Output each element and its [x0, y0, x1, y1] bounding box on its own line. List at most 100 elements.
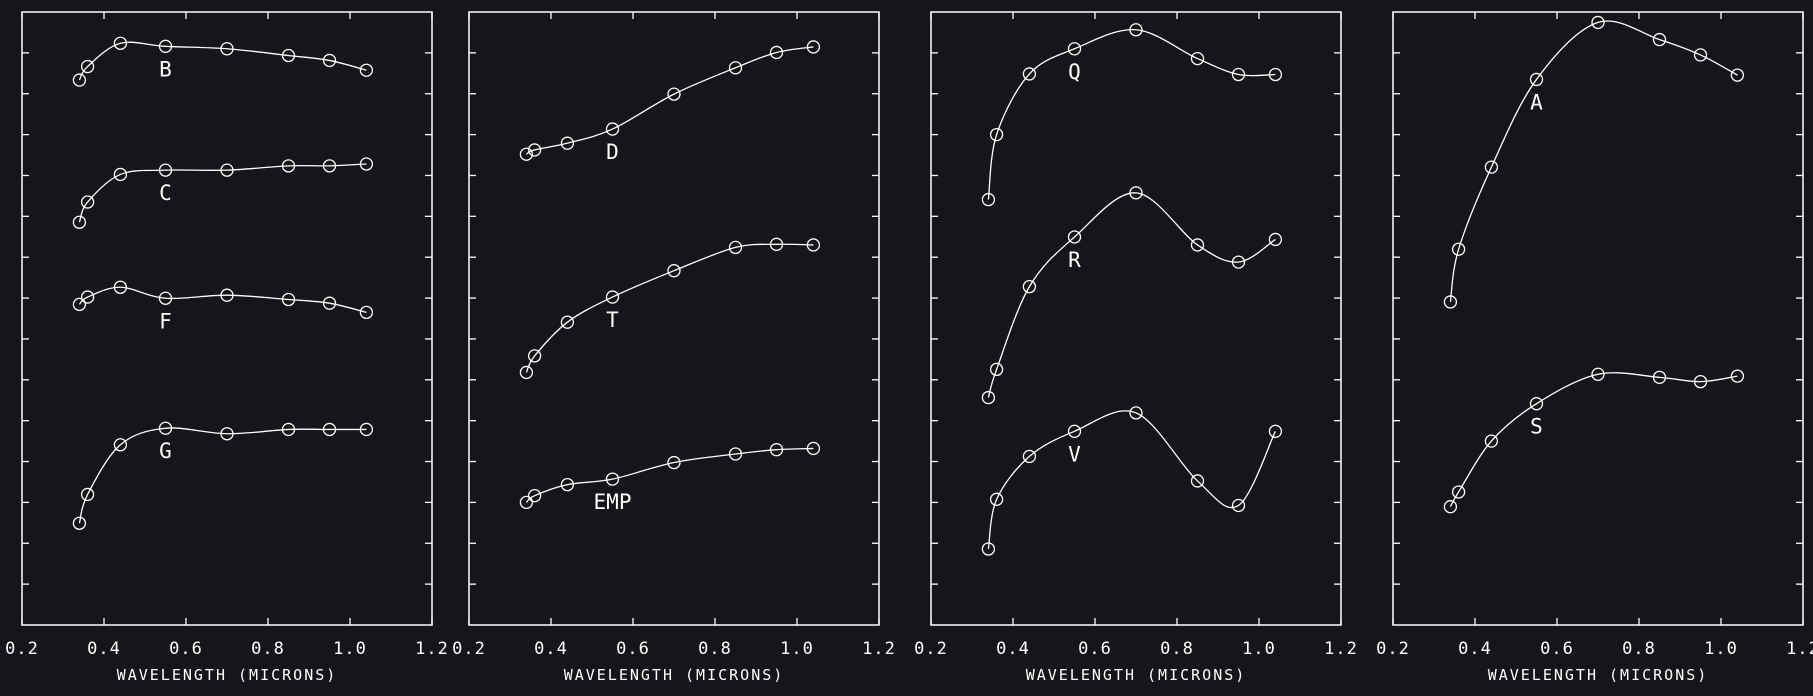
series-b-label: B: [159, 57, 172, 81]
panel-1: 0.2 0.4 0.6 0.8 1.0 1.2 B C F G WAVELENGTH (MICRO…: [5, 11, 448, 684]
series-t-point: [769, 237, 784, 251]
series-r-point: [1067, 230, 1082, 244]
series-a-point: [1443, 295, 1458, 309]
series-emp-point: [806, 441, 821, 456]
series-emp-label: EMP: [594, 490, 632, 514]
series-d-point: [769, 45, 784, 60]
series-a-point: [1652, 32, 1667, 47]
series-s-line: [1449, 372, 1738, 508]
series-c-point: [322, 159, 337, 173]
series-b-point: [281, 48, 296, 63]
series-s-point: [1484, 434, 1499, 448]
series-emp-point: [519, 495, 534, 510]
series-q-point: [1129, 23, 1143, 37]
panel-3: 0.2 0.4 0.6 0.8 1.0 1.2 Q R V WAVELENGTH (MICRON…: [914, 11, 1357, 684]
series-f-label: F: [159, 309, 172, 333]
panel-3-marks: 0.2 0.4 0.6 0.8 1.0 1.2 Q R V: [914, 12, 1357, 659]
series-f-point: [113, 280, 128, 294]
series-f-line: [78, 286, 367, 314]
panel-3-x-tick-label: 0.6: [1078, 639, 1112, 659]
panel-2-x-tick-label: 1.2: [862, 639, 896, 659]
panel-1-marks: 0.2 0.4 0.6 0.8 1.0 1.2 B C F G: [5, 12, 448, 659]
series-c-point: [220, 163, 234, 177]
series-g-label: G: [159, 439, 172, 463]
panel-4-x-tick-label: 1.0: [1704, 639, 1738, 659]
series-t-point: [560, 315, 575, 329]
series-b-point: [72, 73, 87, 87]
panel-4: 0.2 0.4 0.6 0.8 1.0 1.2 A S WAVELENGTH (MICRONS…: [1376, 11, 1813, 684]
series-d-point: [806, 40, 821, 54]
series-g-point: [158, 421, 173, 435]
panel-4-x-tick-label: 0.2: [1376, 639, 1410, 659]
series-a-line: [1449, 20, 1738, 303]
series-v-point: [1190, 474, 1205, 488]
series-r-point: [1268, 232, 1283, 247]
series-a-point: [1730, 68, 1745, 82]
panel-2-x-tick-label: 0.4: [534, 639, 568, 659]
series-c-point: [80, 195, 95, 209]
series-a-point: [1591, 15, 1605, 30]
series-r-line: [987, 192, 1276, 398]
series-g-point: [322, 422, 337, 437]
series-emp-point: [667, 455, 681, 470]
series-s-point: [1591, 367, 1605, 381]
series-v-point: [1022, 449, 1037, 464]
series-f-point: [158, 291, 173, 305]
series-a-point: [1529, 72, 1544, 87]
series-r-label: R: [1068, 248, 1081, 272]
series-a-point: [1693, 48, 1708, 62]
series-a-label: A: [1530, 90, 1543, 114]
series-t-point: [605, 290, 620, 304]
series-q-point: [981, 192, 996, 207]
series-c-label: C: [159, 181, 172, 205]
series-d-point: [519, 147, 534, 161]
panel-2-x-tick-label: 0.2: [452, 639, 486, 659]
panel-3-x-axis-label: WAVELENGTH (MICRONS): [1026, 666, 1247, 684]
panel-1-frame: [21, 11, 433, 626]
series-t-label: T: [606, 308, 619, 332]
series-s-point: [1652, 370, 1667, 384]
series-emp-point: [769, 443, 784, 457]
series-emp-point: [560, 477, 575, 492]
series-d-point: [560, 136, 575, 150]
series-c-line: [78, 163, 367, 223]
series-q-line: [987, 29, 1276, 200]
panel-4-x-tick-label: 0.6: [1540, 639, 1574, 659]
series-s-point: [1693, 374, 1708, 389]
series-emp-line: [525, 447, 814, 503]
panel-3-x-tick-label: 0.4: [996, 639, 1030, 659]
series-f-point: [281, 292, 296, 307]
panel-2-frame: [468, 11, 880, 626]
series-g-point: [220, 427, 234, 441]
series-d-point: [527, 143, 542, 157]
panel-3-x-tick-label: 0.8: [1160, 639, 1194, 659]
series-q-label: Q: [1068, 60, 1081, 84]
series-f-point: [359, 305, 374, 320]
series-g-point: [72, 516, 87, 530]
series-f-point: [72, 297, 87, 312]
series-d-point: [728, 61, 743, 75]
series-t-point: [667, 264, 681, 278]
series-b-point: [113, 36, 128, 50]
series-v-point: [1129, 406, 1143, 420]
panel-3-frame: [930, 11, 1342, 626]
series-c-point: [113, 167, 128, 182]
panel-2: 0.2 0.4 0.6 0.8 1.0 1.2 D T EMP WAVELENGTH (MICR…: [452, 11, 896, 684]
series-b-point: [322, 53, 337, 68]
series-b-point: [359, 63, 374, 77]
series-t-point: [806, 238, 821, 252]
series-d-label: D: [606, 140, 619, 164]
series-r-point: [1129, 186, 1143, 200]
series-b-point: [158, 39, 173, 53]
series-s-label: S: [1530, 415, 1543, 439]
series-r-point: [1231, 255, 1246, 269]
series-d-point: [605, 122, 620, 136]
panel-1-x-tick-label: 0.2: [5, 639, 39, 659]
series-c-point: [158, 163, 173, 177]
series-t-point: [728, 240, 743, 255]
panel-2-marks: 0.2 0.4 0.6 0.8 1.0 1.2 D T EMP: [452, 12, 896, 659]
series-r-point: [981, 390, 996, 405]
panel-2-x-tick-label: 0.6: [616, 639, 650, 659]
panel-1-x-tick-label: 1.0: [333, 639, 367, 659]
